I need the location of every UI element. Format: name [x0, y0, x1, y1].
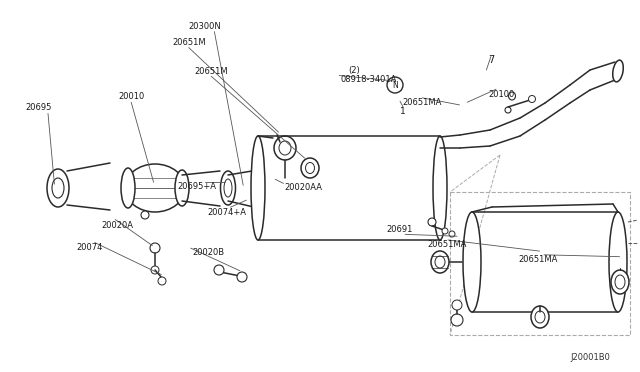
Text: 20651MA: 20651MA — [403, 98, 442, 107]
Circle shape — [214, 265, 224, 275]
Text: (2): (2) — [348, 66, 360, 75]
Ellipse shape — [611, 270, 629, 294]
Text: 20020A: 20020A — [101, 221, 133, 230]
Ellipse shape — [609, 212, 627, 312]
Ellipse shape — [251, 136, 265, 240]
Text: 20074: 20074 — [76, 243, 103, 252]
Ellipse shape — [121, 168, 135, 208]
Text: J20001B0: J20001B0 — [570, 353, 610, 362]
Circle shape — [158, 277, 166, 285]
Ellipse shape — [274, 136, 296, 160]
Text: 20651M: 20651M — [195, 67, 228, 76]
Ellipse shape — [509, 92, 515, 100]
Circle shape — [452, 300, 462, 310]
Text: 20691: 20691 — [387, 225, 413, 234]
Circle shape — [451, 314, 463, 326]
Circle shape — [141, 211, 149, 219]
Circle shape — [449, 231, 455, 237]
Circle shape — [442, 228, 448, 234]
Text: 20651M: 20651M — [172, 38, 205, 47]
Text: 20651MA: 20651MA — [518, 255, 557, 264]
Ellipse shape — [431, 251, 449, 273]
Circle shape — [428, 218, 436, 226]
Text: 08918-3401A: 08918-3401A — [340, 75, 397, 84]
Ellipse shape — [433, 136, 447, 240]
Ellipse shape — [612, 60, 623, 82]
Text: 20695: 20695 — [25, 103, 52, 112]
Ellipse shape — [175, 170, 189, 206]
Circle shape — [151, 266, 159, 274]
Text: 20010: 20010 — [118, 92, 145, 101]
Circle shape — [529, 96, 536, 103]
Ellipse shape — [463, 212, 481, 312]
Circle shape — [387, 77, 403, 93]
Text: N: N — [392, 80, 398, 90]
Text: 7: 7 — [488, 55, 494, 65]
Ellipse shape — [125, 164, 185, 212]
Ellipse shape — [301, 158, 319, 178]
Ellipse shape — [221, 171, 236, 205]
Ellipse shape — [531, 306, 549, 328]
Circle shape — [237, 272, 247, 282]
Ellipse shape — [47, 169, 69, 207]
Text: 20300N: 20300N — [188, 22, 221, 31]
Text: 20074+A: 20074+A — [208, 208, 246, 217]
Text: 20020AA: 20020AA — [285, 183, 323, 192]
Ellipse shape — [505, 107, 511, 113]
Circle shape — [150, 243, 160, 253]
Text: 20100: 20100 — [488, 90, 515, 99]
Text: 1: 1 — [401, 107, 406, 116]
Text: 20020B: 20020B — [192, 248, 224, 257]
Text: 20651MA: 20651MA — [427, 240, 467, 249]
Text: 20695+A: 20695+A — [178, 182, 216, 191]
